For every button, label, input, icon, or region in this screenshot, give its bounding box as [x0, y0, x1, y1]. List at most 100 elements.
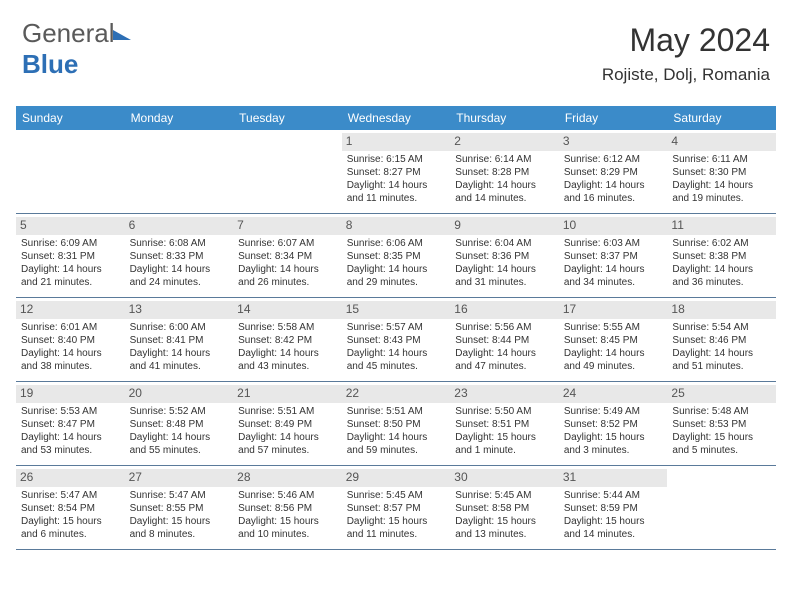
- day-number: 19: [16, 385, 125, 403]
- day-cell-20: 20Sunrise: 5:52 AMSunset: 8:48 PMDayligh…: [125, 382, 234, 466]
- day-details: Sunrise: 5:58 AMSunset: 8:42 PMDaylight:…: [238, 321, 337, 373]
- day-cell-31: 31 Sunrise: 5:44 AMSunset: 8:59 PMDayligh…: [559, 466, 668, 550]
- day-details: Sunrise: 5:49 AMSunset: 8:52 PMDaylight:…: [564, 405, 663, 457]
- day-cell-14: 14Sunrise: 5:58 AMSunset: 8:42 PMDayligh…: [233, 298, 342, 382]
- day-cell-8: 8 Sunrise: 6:06 AMSunset: 8:35 PMDaylight…: [342, 214, 451, 298]
- day-cell-18: 18 Sunrise: 5:54 AMSunset: 8:46 PMDayligh…: [667, 298, 776, 382]
- day-details: Sunrise: 6:00 AMSunset: 8:41 PMDaylight:…: [130, 321, 229, 373]
- weekday-col-4: Thursday: [450, 106, 559, 130]
- calendar: SundayMondayTuesdayWednesdayThursdayFrid…: [16, 106, 776, 550]
- day-cell-2: 2 Sunrise: 6:14 AMSunset: 8:28 PMDaylight…: [450, 130, 559, 214]
- day-details: Sunrise: 6:06 AMSunset: 8:35 PMDaylight:…: [347, 237, 446, 289]
- day-cell-1: 1 Sunrise: 6:15 AMSunset: 8:27 PMDaylight…: [342, 130, 451, 214]
- day-details: Sunrise: 6:14 AMSunset: 8:28 PMDaylight:…: [455, 153, 554, 205]
- day-cell-29: 29Sunrise: 5:45 AMSunset: 8:57 PMDayligh…: [342, 466, 451, 550]
- empty-cell: [16, 130, 125, 214]
- brand-logo: General Blue: [22, 18, 131, 80]
- month-title: May 2024: [602, 22, 770, 59]
- day-details: Sunrise: 5:50 AMSunset: 8:51 PMDaylight:…: [455, 405, 554, 457]
- brand-text-1: General: [22, 18, 115, 48]
- day-details: Sunrise: 5:44 AMSunset: 8:59 PMDaylight:…: [564, 489, 663, 541]
- day-details: Sunrise: 6:15 AMSunset: 8:27 PMDaylight:…: [347, 153, 446, 205]
- calendar-grid: 1 Sunrise: 6:15 AMSunset: 8:27 PMDaylight…: [16, 130, 776, 550]
- day-number: 24: [559, 385, 668, 403]
- day-number: 12: [16, 301, 125, 319]
- day-details: Sunrise: 5:56 AMSunset: 8:44 PMDaylight:…: [455, 321, 554, 373]
- page-title-block: May 2024 Rojiste, Dolj, Romania: [602, 22, 770, 85]
- day-cell-25: 25 Sunrise: 5:48 AMSunset: 8:53 PMDayligh…: [667, 382, 776, 466]
- day-cell-28: 28 Sunrise: 5:46 AMSunset: 8:56 PMDayligh…: [233, 466, 342, 550]
- day-cell-15: 15 Sunrise: 5:57 AMSunset: 8:43 PMDayligh…: [342, 298, 451, 382]
- day-details: Sunrise: 5:52 AMSunset: 8:48 PMDaylight:…: [130, 405, 229, 457]
- day-number: 9: [450, 217, 559, 235]
- day-details: Sunrise: 6:02 AMSunset: 8:38 PMDaylight:…: [672, 237, 771, 289]
- day-details: Sunrise: 5:51 AMSunset: 8:49 PMDaylight:…: [238, 405, 337, 457]
- day-cell-10: 10 Sunrise: 6:03 AMSunset: 8:37 PMDayligh…: [559, 214, 668, 298]
- day-number: 4: [667, 133, 776, 151]
- day-details: Sunrise: 6:12 AMSunset: 8:29 PMDaylight:…: [564, 153, 663, 205]
- empty-cell: [125, 130, 234, 214]
- day-details: Sunrise: 6:08 AMSunset: 8:33 PMDaylight:…: [130, 237, 229, 289]
- brand-text-2: Blue: [22, 49, 78, 79]
- day-details: Sunrise: 5:55 AMSunset: 8:45 PMDaylight:…: [564, 321, 663, 373]
- day-cell-24: 24 Sunrise: 5:49 AMSunset: 8:52 PMDayligh…: [559, 382, 668, 466]
- day-number: 1: [342, 133, 451, 151]
- location-label: Rojiste, Dolj, Romania: [602, 65, 770, 85]
- day-number: 23: [450, 385, 559, 403]
- day-details: Sunrise: 5:51 AMSunset: 8:50 PMDaylight:…: [347, 405, 446, 457]
- day-cell-30: 30 Sunrise: 5:45 AMSunset: 8:58 PMDayligh…: [450, 466, 559, 550]
- day-cell-26: 26Sunrise: 5:47 AMSunset: 8:54 PMDayligh…: [16, 466, 125, 550]
- day-cell-23: 23 Sunrise: 5:50 AMSunset: 8:51 PMDayligh…: [450, 382, 559, 466]
- day-cell-3: 3 Sunrise: 6:12 AMSunset: 8:29 PMDaylight…: [559, 130, 668, 214]
- day-details: Sunrise: 6:03 AMSunset: 8:37 PMDaylight:…: [564, 237, 663, 289]
- day-number: 11: [667, 217, 776, 235]
- day-number: 7: [233, 217, 342, 235]
- day-number: 2: [450, 133, 559, 151]
- day-details: Sunrise: 5:48 AMSunset: 8:53 PMDaylight:…: [672, 405, 771, 457]
- day-cell-13: 13 Sunrise: 6:00 AMSunset: 8:41 PMDayligh…: [125, 298, 234, 382]
- day-details: Sunrise: 5:45 AMSunset: 8:58 PMDaylight:…: [455, 489, 554, 541]
- day-cell-4: 4Sunrise: 6:11 AMSunset: 8:30 PMDaylight…: [667, 130, 776, 214]
- weekday-col-0: Sunday: [16, 106, 125, 130]
- day-details: Sunrise: 6:04 AMSunset: 8:36 PMDaylight:…: [455, 237, 554, 289]
- day-number: 21: [233, 385, 342, 403]
- day-number: 31: [559, 469, 668, 487]
- day-number: 17: [559, 301, 668, 319]
- day-details: Sunrise: 5:57 AMSunset: 8:43 PMDaylight:…: [347, 321, 446, 373]
- day-details: Sunrise: 5:54 AMSunset: 8:46 PMDaylight:…: [672, 321, 771, 373]
- day-details: Sunrise: 5:46 AMSunset: 8:56 PMDaylight:…: [238, 489, 337, 541]
- day-cell-11: 11 Sunrise: 6:02 AMSunset: 8:38 PMDayligh…: [667, 214, 776, 298]
- weekday-header: SundayMondayTuesdayWednesdayThursdayFrid…: [16, 106, 776, 130]
- weekday-col-5: Friday: [559, 106, 668, 130]
- day-number: 30: [450, 469, 559, 487]
- empty-cell: [233, 130, 342, 214]
- day-number: 13: [125, 301, 234, 319]
- day-cell-12: 12 Sunrise: 6:01 AMSunset: 8:40 PMDayligh…: [16, 298, 125, 382]
- empty-cell: [667, 466, 776, 550]
- day-number: 28: [233, 469, 342, 487]
- day-details: Sunrise: 6:09 AMSunset: 8:31 PMDaylight:…: [21, 237, 120, 289]
- day-number: 18: [667, 301, 776, 319]
- day-number: 16: [450, 301, 559, 319]
- day-cell-5: 5 Sunrise: 6:09 AMSunset: 8:31 PMDaylight…: [16, 214, 125, 298]
- day-number: 5: [16, 217, 125, 235]
- day-number: 6: [125, 217, 234, 235]
- weekday-col-3: Wednesday: [342, 106, 451, 130]
- day-cell-21: 21 Sunrise: 5:51 AMSunset: 8:49 PMDayligh…: [233, 382, 342, 466]
- day-details: Sunrise: 5:53 AMSunset: 8:47 PMDaylight:…: [21, 405, 120, 457]
- day-cell-16: 16 Sunrise: 5:56 AMSunset: 8:44 PMDayligh…: [450, 298, 559, 382]
- day-details: Sunrise: 6:07 AMSunset: 8:34 PMDaylight:…: [238, 237, 337, 289]
- day-cell-9: 9 Sunrise: 6:04 AMSunset: 8:36 PMDaylight…: [450, 214, 559, 298]
- day-number: 3: [559, 133, 668, 151]
- day-number: 15: [342, 301, 451, 319]
- day-details: Sunrise: 5:47 AMSunset: 8:55 PMDaylight:…: [130, 489, 229, 541]
- day-number: 26: [16, 469, 125, 487]
- day-number: 10: [559, 217, 668, 235]
- day-number: 29: [342, 469, 451, 487]
- day-cell-17: 17 Sunrise: 5:55 AMSunset: 8:45 PMDayligh…: [559, 298, 668, 382]
- day-details: Sunrise: 6:01 AMSunset: 8:40 PMDaylight:…: [21, 321, 120, 373]
- day-number: 25: [667, 385, 776, 403]
- day-cell-19: 19 Sunrise: 5:53 AMSunset: 8:47 PMDayligh…: [16, 382, 125, 466]
- weekday-col-1: Monday: [125, 106, 234, 130]
- day-number: 8: [342, 217, 451, 235]
